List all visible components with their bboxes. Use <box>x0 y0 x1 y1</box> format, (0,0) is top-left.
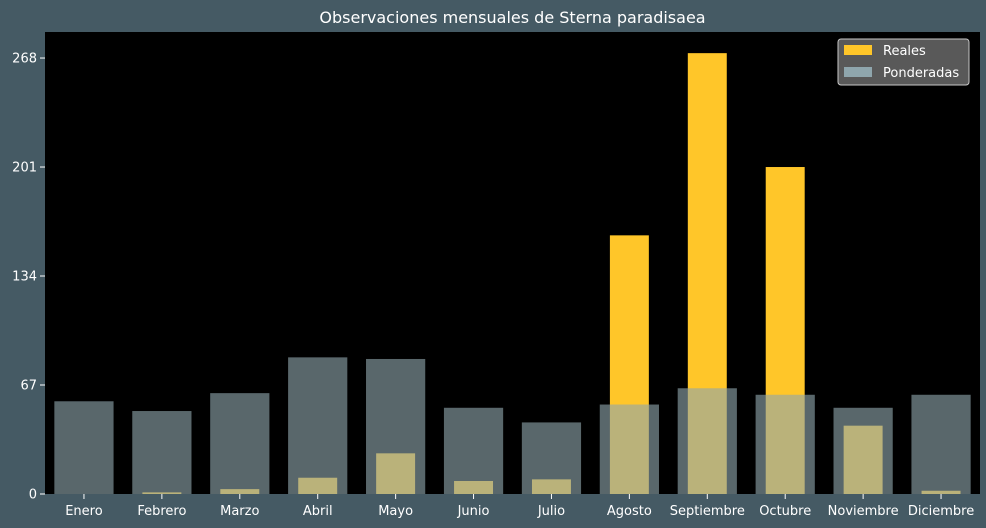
x-tick-label: Noviembre <box>828 504 899 519</box>
y-tick-label: 201 <box>12 161 37 176</box>
x-tick-label: Septiembre <box>670 504 745 519</box>
bar-ponderadas-marzo <box>210 393 270 494</box>
x-tick-label: Agosto <box>607 504 652 519</box>
bar-ponderadas-agosto <box>599 404 659 494</box>
plot-area <box>45 32 980 494</box>
bar-ponderadas-septiembre <box>677 388 737 494</box>
y-tick-label: 134 <box>12 270 37 285</box>
bar-ponderadas-abril <box>288 357 348 494</box>
bar-ponderadas-diciembre <box>911 394 971 494</box>
legend-swatch-reales <box>844 45 872 55</box>
bar-ponderadas-mayo <box>366 358 426 494</box>
legend-swatch-ponderadas <box>844 67 872 77</box>
bar-ponderadas-enero <box>54 401 114 494</box>
x-tick-label: Mayo <box>378 504 413 519</box>
legend-label-ponderadas: Ponderadas <box>883 66 959 81</box>
x-tick-label: Julio <box>537 504 565 519</box>
x-tick-label: Abril <box>303 504 333 519</box>
x-tick-label: Octubre <box>759 504 811 519</box>
y-tick-label: 67 <box>20 379 37 394</box>
x-tick-label: Febrero <box>137 504 186 519</box>
y-tick-label: 268 <box>12 52 37 67</box>
bar-ponderadas-febrero <box>132 411 192 494</box>
x-axis: Enero Febrero Marzo Abril Mayo Junio Julio Agos… <box>65 494 974 519</box>
legend: Reales Ponderadas <box>837 38 970 86</box>
bar-ponderadas-octubre <box>755 394 815 494</box>
legend-label-reales: Reales <box>883 44 926 59</box>
x-tick-label: Marzo <box>220 504 259 519</box>
bar-ponderadas-noviembre <box>833 407 893 494</box>
x-tick-label: Diciembre <box>908 504 974 519</box>
y-axis: 0 67 134 201 268 <box>12 52 45 503</box>
chart-title: Observaciones mensuales de Sterna paradi… <box>319 8 705 27</box>
bars-ponderadas <box>54 357 971 494</box>
x-tick-label: Junio <box>457 504 490 519</box>
x-tick-label: Enero <box>65 504 103 519</box>
y-tick-label: 0 <box>29 488 37 503</box>
bar-ponderadas-junio <box>443 407 504 494</box>
bar-ponderadas-julio <box>521 422 582 494</box>
